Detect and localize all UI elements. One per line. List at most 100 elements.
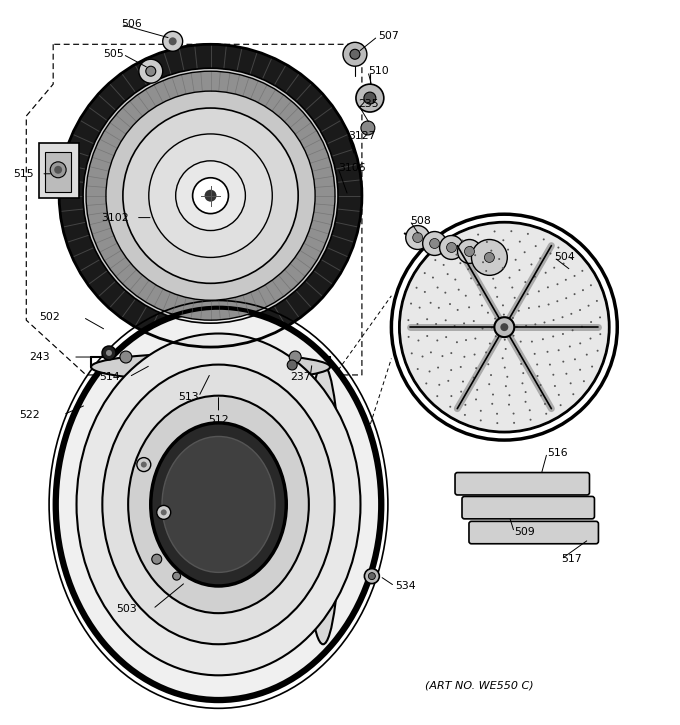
Circle shape xyxy=(585,354,588,356)
Circle shape xyxy=(513,297,515,299)
Circle shape xyxy=(392,214,617,440)
Circle shape xyxy=(447,273,449,275)
Circle shape xyxy=(537,375,539,377)
Circle shape xyxy=(572,329,573,331)
Circle shape xyxy=(476,389,478,391)
Circle shape xyxy=(496,296,498,298)
Circle shape xyxy=(462,381,464,383)
Circle shape xyxy=(437,367,439,368)
Circle shape xyxy=(413,233,423,242)
Circle shape xyxy=(529,409,531,411)
Ellipse shape xyxy=(91,353,330,381)
Circle shape xyxy=(102,346,116,360)
Circle shape xyxy=(439,236,464,260)
Circle shape xyxy=(534,276,536,278)
Circle shape xyxy=(417,368,419,370)
Circle shape xyxy=(428,370,430,373)
Text: 505: 505 xyxy=(103,49,124,59)
Circle shape xyxy=(538,305,540,307)
Circle shape xyxy=(519,353,521,355)
Circle shape xyxy=(59,44,362,347)
Circle shape xyxy=(504,367,506,368)
Circle shape xyxy=(441,355,443,357)
Circle shape xyxy=(527,233,529,235)
Circle shape xyxy=(505,385,507,387)
Circle shape xyxy=(515,259,517,261)
Circle shape xyxy=(570,382,572,384)
Circle shape xyxy=(477,233,479,236)
Circle shape xyxy=(573,275,575,277)
Circle shape xyxy=(513,422,515,424)
Circle shape xyxy=(554,385,556,387)
Circle shape xyxy=(447,242,456,252)
Circle shape xyxy=(558,349,560,351)
Text: 516: 516 xyxy=(547,447,568,457)
FancyBboxPatch shape xyxy=(462,497,594,519)
Circle shape xyxy=(554,267,555,269)
Circle shape xyxy=(508,404,510,405)
Text: 506: 506 xyxy=(121,20,141,30)
Circle shape xyxy=(565,297,567,299)
Circle shape xyxy=(416,323,418,325)
Text: 510: 510 xyxy=(368,66,389,76)
Circle shape xyxy=(573,393,575,395)
Text: 517: 517 xyxy=(561,554,581,564)
Circle shape xyxy=(571,313,573,315)
Circle shape xyxy=(520,363,522,365)
Circle shape xyxy=(547,351,549,353)
Circle shape xyxy=(539,257,541,260)
Circle shape xyxy=(480,410,482,412)
Circle shape xyxy=(583,380,585,382)
Circle shape xyxy=(492,278,494,280)
Circle shape xyxy=(471,239,507,276)
Circle shape xyxy=(494,286,496,289)
Circle shape xyxy=(475,367,477,369)
Circle shape xyxy=(599,334,601,335)
Ellipse shape xyxy=(151,423,286,586)
Circle shape xyxy=(83,68,338,323)
Circle shape xyxy=(489,342,491,344)
Circle shape xyxy=(588,304,590,307)
Circle shape xyxy=(524,391,526,393)
Circle shape xyxy=(410,302,412,304)
Circle shape xyxy=(463,356,465,358)
Circle shape xyxy=(486,270,487,272)
Circle shape xyxy=(426,318,428,320)
Ellipse shape xyxy=(57,310,380,699)
Circle shape xyxy=(411,352,413,355)
Circle shape xyxy=(423,231,447,255)
Circle shape xyxy=(545,272,547,274)
Circle shape xyxy=(437,395,439,397)
Circle shape xyxy=(496,413,498,415)
Circle shape xyxy=(407,319,409,321)
Circle shape xyxy=(528,307,530,309)
Circle shape xyxy=(450,352,452,354)
Circle shape xyxy=(205,190,216,202)
Circle shape xyxy=(534,245,537,247)
Circle shape xyxy=(400,223,609,431)
Circle shape xyxy=(503,239,505,241)
Circle shape xyxy=(149,134,272,257)
Circle shape xyxy=(481,304,483,307)
Circle shape xyxy=(522,372,524,374)
Circle shape xyxy=(465,295,466,297)
Circle shape xyxy=(482,261,484,263)
Circle shape xyxy=(520,341,522,343)
Circle shape xyxy=(490,374,492,376)
Circle shape xyxy=(464,247,475,257)
Circle shape xyxy=(450,395,452,397)
Text: 522: 522 xyxy=(19,410,40,420)
Circle shape xyxy=(479,294,481,296)
Circle shape xyxy=(543,239,545,241)
Circle shape xyxy=(509,394,511,397)
Circle shape xyxy=(426,335,428,337)
Circle shape xyxy=(581,326,583,328)
Circle shape xyxy=(470,278,472,279)
Circle shape xyxy=(534,323,537,326)
Circle shape xyxy=(573,293,575,295)
Circle shape xyxy=(462,239,464,241)
Circle shape xyxy=(464,414,466,416)
Circle shape xyxy=(486,241,488,243)
Circle shape xyxy=(505,348,507,350)
Circle shape xyxy=(562,316,564,318)
